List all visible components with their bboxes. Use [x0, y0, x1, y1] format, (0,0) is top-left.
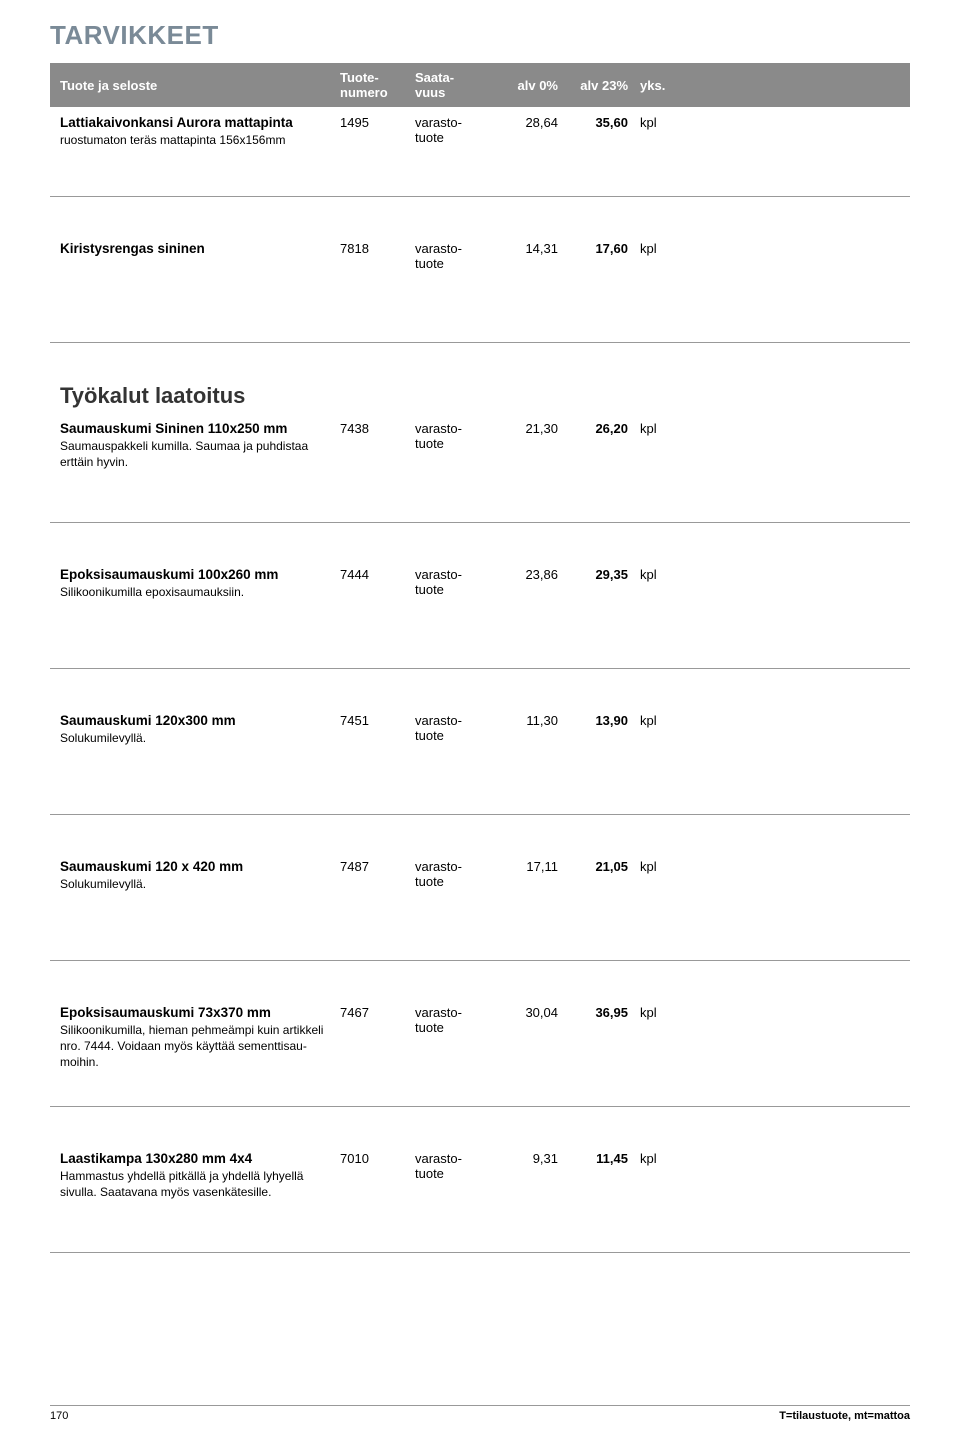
product-name: Epoksisaumauskumi 73x370 mm — [60, 1005, 340, 1020]
product-p23: 17,60 — [570, 241, 640, 256]
product-unit: kpl — [640, 713, 690, 728]
product-name: Epoksisaumauskumi 100x260 mm — [60, 567, 340, 582]
table-row: Saumauskumi Sininen 110x250 mm Saumauspa… — [50, 413, 910, 523]
product-num: 7818 — [340, 241, 415, 256]
product-avail: varasto- tuote — [415, 241, 500, 271]
product-sub: Solukumilevyllä. — [60, 730, 340, 746]
page-footer: 170 T=tilaustuote, mt=mattoa — [50, 1405, 910, 1422]
table-header: Tuote ja seloste Tuote- numero Saata- vu… — [50, 63, 910, 107]
product-name: Laastikampa 130x280 mm 4x4 — [60, 1151, 340, 1166]
product-sub: Silikoonikumilla, hieman pehmeämpi kuin … — [60, 1022, 340, 1071]
table-row: Laastikampa 130x280 mm 4x4 Hammastus yhd… — [50, 1143, 910, 1253]
product-avail: varasto- tuote — [415, 421, 500, 451]
product-p23: 36,95 — [570, 1005, 640, 1020]
product-unit: kpl — [640, 567, 690, 582]
product-avail: varasto- tuote — [415, 713, 500, 743]
product-num: 7444 — [340, 567, 415, 582]
product-p0: 28,64 — [500, 115, 570, 130]
product-unit: kpl — [640, 241, 690, 256]
product-sub: Hammastus yhdellä pitkällä ja yhdellä ly… — [60, 1168, 340, 1200]
product-p23: 21,05 — [570, 859, 640, 874]
product-avail: varasto- tuote — [415, 1005, 500, 1035]
product-p23: 11,45 — [570, 1151, 640, 1166]
product-avail: varasto- tuote — [415, 567, 500, 597]
product-unit: kpl — [640, 859, 690, 874]
product-p0: 21,30 — [500, 421, 570, 436]
product-num: 7451 — [340, 713, 415, 728]
product-unit: kpl — [640, 421, 690, 436]
product-num: 7438 — [340, 421, 415, 436]
product-p0: 11,30 — [500, 713, 570, 728]
product-p23: 13,90 — [570, 713, 640, 728]
page-title: TARVIKKEET — [50, 20, 910, 51]
page-number: 170 — [50, 1410, 68, 1422]
product-name: Saumauskumi 120 x 420 mm — [60, 859, 340, 874]
product-name: Saumauskumi Sininen 110x250 mm — [60, 421, 340, 436]
product-avail: varasto- tuote — [415, 859, 500, 889]
product-avail: varasto- tuote — [415, 115, 500, 145]
product-p0: 17,11 — [500, 859, 570, 874]
table-row: Epoksisaumauskumi 73x370 mm Silikoonikum… — [50, 997, 910, 1107]
section-heading: Työkalut laatoitus — [50, 383, 910, 409]
col-header-avail: Saata- vuus — [415, 70, 500, 100]
footer-legend: T=tilaustuote, mt=mattoa — [779, 1410, 910, 1422]
product-name: Kiristysrengas sininen — [60, 241, 340, 256]
product-p0: 30,04 — [500, 1005, 570, 1020]
table-row: Saumauskumi 120x300 mm Solukumilevyllä. … — [50, 705, 910, 815]
table-row: Saumauskumi 120 x 420 mm Solukumilevyllä… — [50, 851, 910, 961]
product-name: Saumauskumi 120x300 mm — [60, 713, 340, 728]
table-row: Lattiakaivonkansi Aurora mattapinta ruos… — [50, 107, 910, 197]
col-header-unit: yks. — [640, 78, 690, 93]
product-num: 1495 — [340, 115, 415, 130]
product-avail: varasto- tuote — [415, 1151, 500, 1181]
col-header-p23: alv 23% — [570, 78, 640, 93]
product-p23: 29,35 — [570, 567, 640, 582]
product-p0: 9,31 — [500, 1151, 570, 1166]
table-row: Kiristysrengas sininen 7818 varasto- tuo… — [50, 233, 910, 343]
product-unit: kpl — [640, 1005, 690, 1020]
product-num: 7010 — [340, 1151, 415, 1166]
col-header-num: Tuote- numero — [340, 70, 415, 100]
product-sub: Saumauspakkeli kumilla. Saumaa ja puhdis… — [60, 438, 340, 470]
product-num: 7487 — [340, 859, 415, 874]
product-p23: 26,20 — [570, 421, 640, 436]
product-unit: kpl — [640, 1151, 690, 1166]
product-name: Lattiakaivonkansi Aurora mattapinta — [60, 115, 340, 130]
product-sub: Silikoonikumilla epoxisaumauksiin. — [60, 584, 340, 600]
table-row: Epoksisaumauskumi 100x260 mm Silikooniku… — [50, 559, 910, 669]
product-unit: kpl — [640, 115, 690, 130]
product-num: 7467 — [340, 1005, 415, 1020]
product-p0: 23,86 — [500, 567, 570, 582]
product-p0: 14,31 — [500, 241, 570, 256]
product-sub: Solukumilevyllä. — [60, 876, 340, 892]
col-header-p0: alv 0% — [500, 78, 570, 93]
product-sub: ruostumaton teräs mattapinta 156x156mm — [60, 132, 340, 148]
product-p23: 35,60 — [570, 115, 640, 130]
col-header-desc: Tuote ja seloste — [60, 78, 340, 93]
